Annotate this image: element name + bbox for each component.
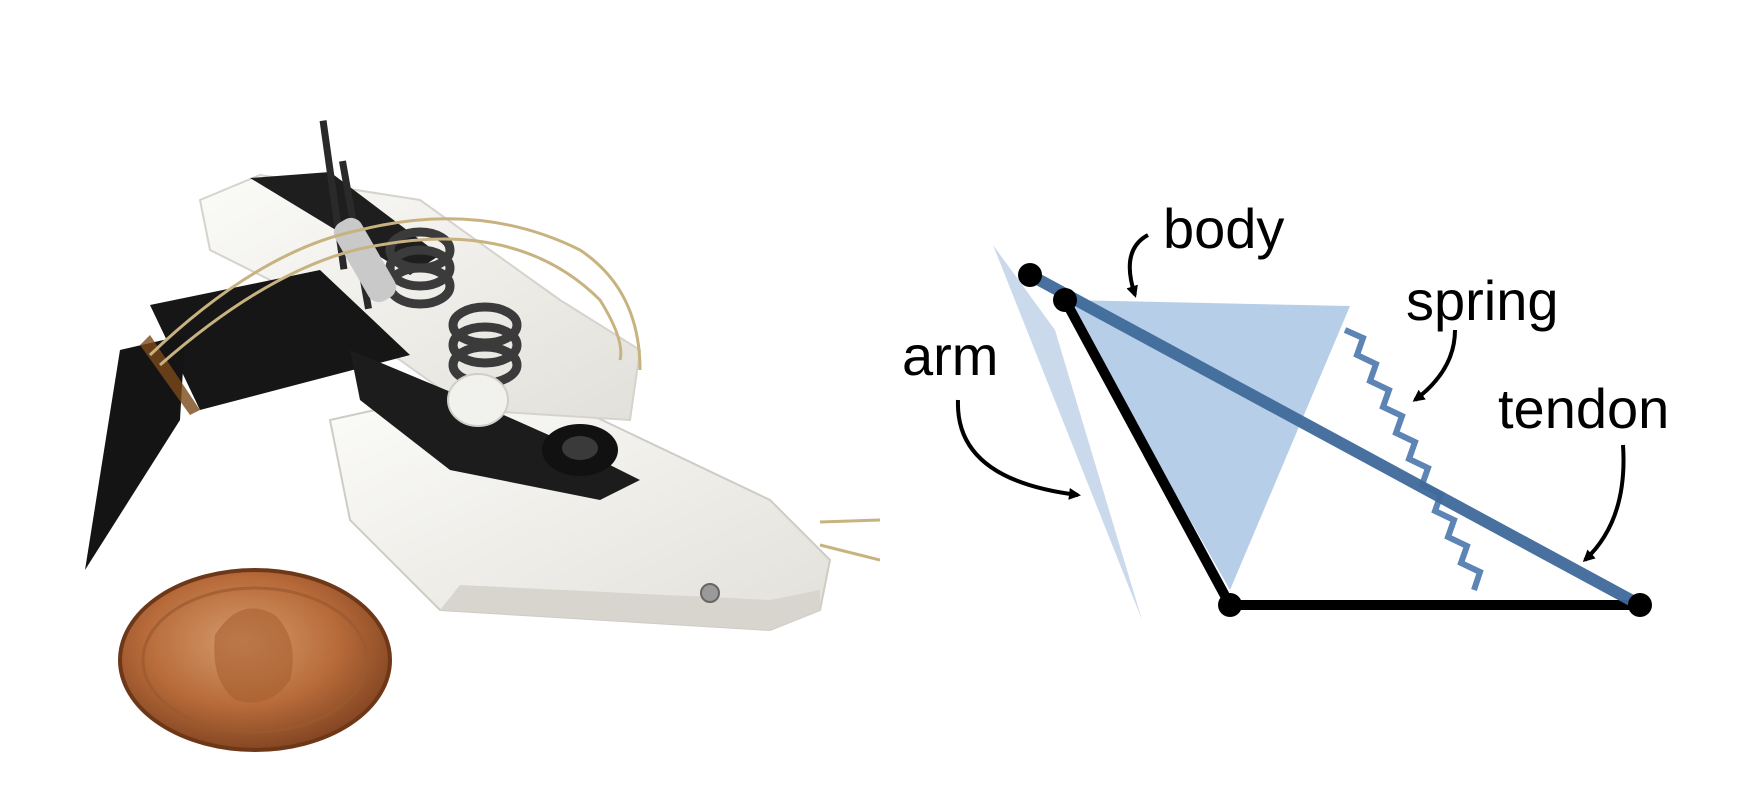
pivot-joint-icon: [1218, 593, 1242, 617]
pivot-joint-icon: [1053, 288, 1077, 312]
label-arm: arm: [902, 324, 998, 387]
pivot-joint-icon: [1018, 263, 1042, 287]
arrow-icon: [1126, 233, 1150, 298]
pivot-joint-icon: [1628, 593, 1652, 617]
label-spring: spring: [1406, 269, 1559, 332]
tendon-threads: [148, 217, 880, 562]
robot-photo: [85, 120, 880, 752]
arrow-icon: [1582, 444, 1626, 563]
diagram-panel: body spring arm tendon: [880, 0, 1756, 800]
torsion-springs: [319, 120, 618, 476]
label-tendon: tendon: [1498, 377, 1669, 440]
frame-links: [1060, 295, 1645, 610]
white-base: [198, 173, 832, 632]
body-shape: [1065, 300, 1350, 590]
arrow-icon: [955, 399, 1081, 500]
photo-panel: [85, 120, 880, 752]
arrow-icon: [1412, 329, 1457, 402]
pivot-joints: [1018, 263, 1652, 617]
arm-shape: [993, 245, 1142, 620]
mechanism-diagram: body spring arm tendon: [902, 197, 1669, 620]
penny-coin: [118, 568, 392, 752]
spring-zigzag: [1343, 327, 1484, 591]
tendon-line: [1024, 269, 1646, 611]
label-body: body: [1163, 197, 1284, 260]
annotation-arrows: [955, 233, 1626, 563]
